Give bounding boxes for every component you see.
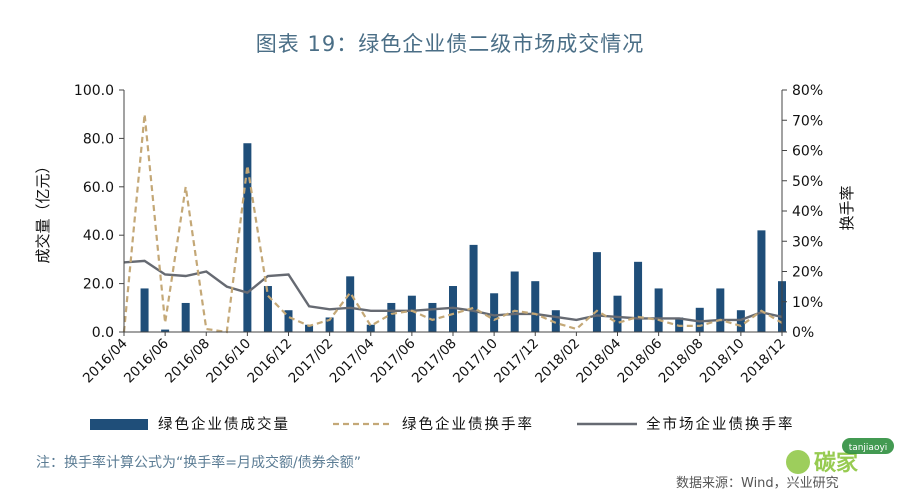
bar-2017/03 — [346, 276, 355, 332]
x-tick-label: 2016/08 — [162, 336, 213, 387]
bar-2017/09 — [469, 244, 478, 332]
bar-2018/06 — [654, 288, 663, 332]
x-tick-label: 2017/06 — [368, 336, 419, 387]
legend-label-volume: 绿色企业债成交量 — [158, 415, 290, 433]
axes: 0.0 20.0 40.0 60.0 80.0 100.0 0% 10% 20% 30% 40% 50… — [34, 83, 856, 386]
left-tick-label: 40.0 — [83, 228, 114, 244]
bar-2018/08 — [695, 307, 704, 332]
right-tick-label: 50% — [792, 174, 823, 190]
left-tick-label: 100.0 — [74, 83, 114, 99]
formula-note: 注：换手率计算公式为“换手率=月成交额/债券余额” — [36, 455, 361, 471]
right-tick-label: 60% — [792, 144, 823, 160]
watermark-subtext: tanjiaoyi — [849, 443, 888, 453]
bar-2016/07 — [181, 302, 190, 332]
right-tick-label: 0% — [792, 325, 814, 341]
bar-2017/05 — [387, 302, 396, 332]
bar-2017/11 — [510, 271, 519, 332]
leaf-icon — [786, 450, 810, 474]
watermark-text: 碳家 — [814, 450, 859, 476]
right-axis-title: 换手率 — [838, 185, 856, 230]
x-tick-label: 2018/02 — [532, 336, 583, 387]
bar-2018/11 — [757, 230, 766, 332]
legend-label-market-rate: 全市场企业债换手率 — [646, 415, 795, 433]
bar-2017/12 — [531, 281, 540, 332]
bar-2016/12 — [284, 310, 293, 332]
x-tick-label: 2016/12 — [244, 336, 295, 387]
line-series — [122, 114, 783, 334]
right-tick-label: 30% — [792, 234, 823, 250]
left-axis-title: 成交量（亿元） — [34, 158, 52, 263]
x-tick-label: 2016/06 — [121, 336, 172, 387]
x-tick-label: 2016/10 — [203, 336, 254, 387]
data-source: 数据来源：Wind，兴业研究 — [676, 476, 839, 491]
left-tick-label: 60.0 — [83, 180, 114, 196]
right-tick-label: 10% — [792, 295, 823, 311]
bar-2017/06 — [407, 295, 416, 332]
watermark-logo: 碳家 tanjiaoyi — [786, 438, 894, 476]
x-tick-label: 2017/04 — [327, 336, 378, 387]
x-tick-label: 2017/02 — [285, 336, 336, 387]
legend-label-green-rate: 绿色企业债换手率 — [402, 415, 534, 433]
left-tick-label: 20.0 — [83, 277, 114, 293]
right-tick-label: 40% — [792, 204, 823, 220]
legend: 绿色企业债成交量 绿色企业债换手率 全市场企业债换手率 — [90, 415, 795, 433]
bar-2018/03 — [592, 252, 601, 332]
bar-2017/04 — [366, 324, 375, 332]
x-tick-label: 2017/12 — [491, 336, 542, 387]
x-tick-label: 2018/06 — [614, 336, 665, 387]
bar-2017/10 — [490, 293, 499, 332]
chart-title: 图表 19：绿色企业债二级市场成交情况 — [255, 32, 645, 56]
x-tick-label: 2018/12 — [738, 336, 789, 387]
bar-2018/05 — [634, 261, 643, 332]
bar-2016/06 — [161, 329, 170, 332]
bar-2016/10 — [243, 143, 252, 332]
left-tick-label: 0.0 — [92, 325, 114, 341]
right-tick-label: 70% — [792, 113, 823, 129]
bar-2018/07 — [675, 317, 684, 332]
left-tick-label: 80.0 — [83, 131, 114, 147]
x-tick-label: 2016/04 — [80, 336, 131, 387]
bar-2016/05 — [140, 288, 149, 332]
right-tick-label: 20% — [792, 265, 823, 281]
x-tick-label: 2017/10 — [450, 336, 501, 387]
bar-2016/11 — [263, 286, 272, 332]
bar-2018/10 — [736, 310, 745, 332]
x-tick-label: 2018/10 — [697, 336, 748, 387]
x-tick-label: 2018/08 — [656, 336, 707, 387]
watermark-badge — [842, 438, 894, 454]
bar-2017/02 — [325, 317, 334, 332]
x-tick-label: 2018/04 — [573, 336, 624, 387]
bar-2018/09 — [716, 288, 725, 332]
market-rate-line — [123, 259, 783, 323]
green-rate-line — [122, 114, 783, 334]
bar-2017/07 — [428, 302, 437, 332]
right-tick-label: 80% — [792, 83, 823, 99]
bar-2017/01 — [305, 324, 314, 332]
bar-2018/01 — [551, 310, 560, 332]
bar-2018/04 — [613, 295, 622, 332]
x-tick-label: 2017/08 — [409, 336, 460, 387]
legend-swatch-volume — [90, 419, 148, 430]
